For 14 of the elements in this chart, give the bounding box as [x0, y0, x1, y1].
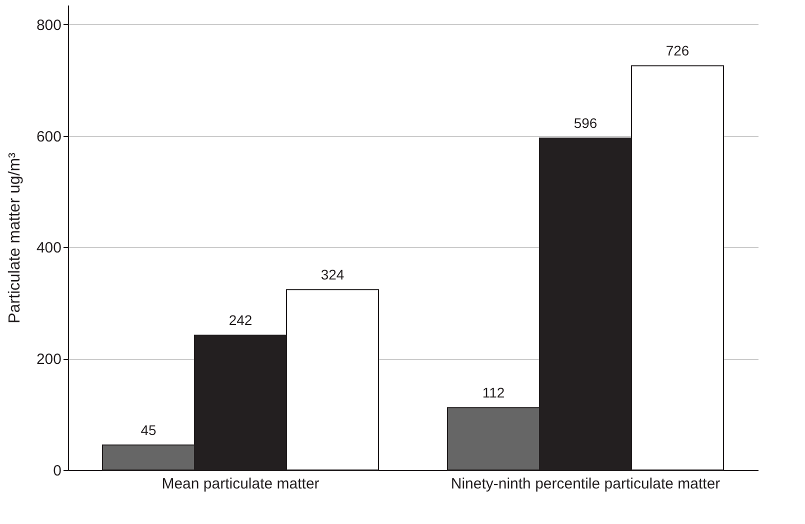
y-tick-label: 800 [36, 16, 62, 34]
data-label: 45 [140, 422, 156, 438]
data-label: 242 [228, 312, 252, 328]
y-tick-label: 400 [36, 240, 62, 257]
data-label: 596 [574, 115, 598, 132]
x-tick-label: Ninety-ninth percentile particulate matter [450, 476, 720, 492]
data-label: 324 [320, 266, 344, 283]
y-tick-label: 200 [36, 351, 62, 368]
x-tick-label: Mean particulate matter [162, 476, 320, 492]
y-tick-label: 600 [36, 128, 62, 146]
data-label: 112 [482, 384, 505, 401]
y-axis-title: Particulate matter ug/m³ [6, 152, 24, 324]
data-label: 726 [666, 42, 690, 59]
y-tick-label: 0 [53, 462, 62, 480]
